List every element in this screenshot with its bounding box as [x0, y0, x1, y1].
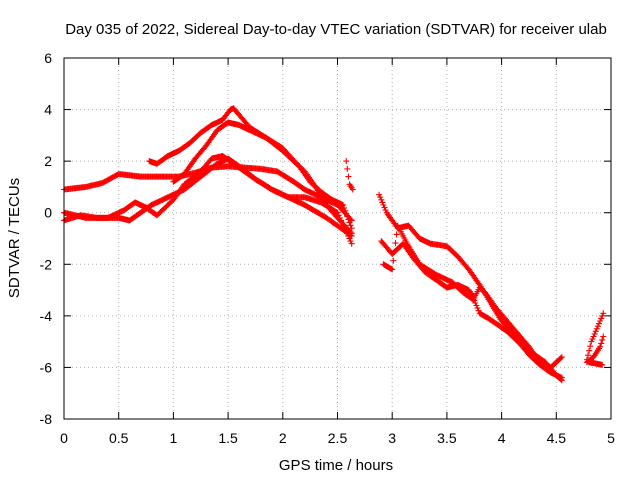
data-point-markers — [61, 155, 355, 247]
x-tick-label: 4.5 — [547, 430, 567, 446]
x-axis-label: GPS time / hours — [279, 457, 393, 474]
x-tick-label: 2.5 — [328, 430, 348, 446]
data-point-markers — [343, 158, 356, 193]
chart-title: Day 035 of 2022, Sidereal Day-to-day VTE… — [65, 21, 607, 38]
series-track-12 — [586, 359, 606, 368]
y-tick-label: 2 — [44, 153, 52, 169]
series-track-6 — [343, 158, 356, 193]
data-point-markers — [61, 153, 355, 239]
data-point-markers — [170, 119, 355, 237]
x-tick-label: 1.5 — [218, 430, 238, 446]
x-tick-label: 4 — [498, 430, 506, 446]
y-tick-label: -8 — [40, 411, 53, 427]
y-axis-label: SDTVAR / TECUs — [6, 178, 23, 298]
y-tick-label: -4 — [40, 308, 53, 324]
x-tick-labels: 0 0.5 1 1.5 2 2.5 3 3.5 4 4.5 5 — [60, 430, 615, 446]
data-point-markers — [380, 222, 565, 381]
x-tick-label: 3.5 — [437, 430, 457, 446]
data-points — [61, 105, 607, 384]
series-track-8 — [378, 238, 565, 371]
data-point-markers — [586, 359, 606, 368]
x-tick-label: 0 — [60, 430, 68, 446]
x-tick-label: 5 — [607, 430, 615, 446]
grid — [64, 58, 611, 419]
y-tick-label: -6 — [40, 359, 53, 375]
series-track-3 — [61, 153, 355, 239]
y-tick-label: 0 — [44, 205, 52, 221]
x-tick-label: 0.5 — [109, 430, 129, 446]
data-point-markers — [378, 238, 565, 371]
plot-frame — [63, 57, 612, 420]
y-tick-labels: -8 -6 -4 -2 0 2 4 6 — [40, 50, 53, 427]
series-track-5 — [170, 119, 355, 237]
x-tick-label: 2 — [279, 430, 287, 446]
y-tick-label: 6 — [44, 50, 52, 66]
y-tick-label: 4 — [44, 102, 52, 118]
y-tick-label: -2 — [40, 256, 53, 272]
series-track-9 — [380, 222, 565, 381]
series-track-2 — [61, 155, 355, 247]
x-tick-label: 3 — [388, 430, 396, 446]
x-tick-label: 1 — [170, 430, 178, 446]
